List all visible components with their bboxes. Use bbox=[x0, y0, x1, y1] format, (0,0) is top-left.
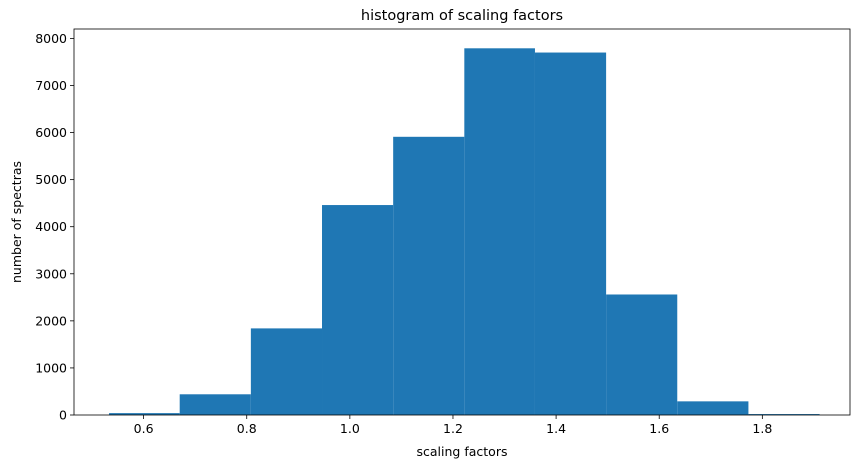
y-axis: 0 1000 2000 3000 4000 5000 6000 7000 8000 bbox=[35, 31, 74, 423]
x-axis-label: scaling factors bbox=[417, 444, 508, 459]
y-axis-label: number of spectras bbox=[9, 161, 24, 283]
histogram-bar-10 bbox=[748, 414, 820, 415]
y-tick-label: 7000 bbox=[35, 78, 67, 93]
x-axis: 0.6 0.8 1.0 1.2 1.4 1.6 1.8 bbox=[134, 415, 772, 436]
bars-group bbox=[109, 48, 820, 416]
histogram-bar-1 bbox=[109, 413, 180, 415]
histogram-bar-9 bbox=[677, 401, 749, 415]
x-tick-label: 0.6 bbox=[134, 421, 154, 436]
y-tick-label: 8000 bbox=[35, 31, 67, 46]
histogram-bar-4 bbox=[322, 205, 394, 415]
y-tick-label: 4000 bbox=[35, 219, 67, 234]
histogram-bar-3 bbox=[250, 328, 323, 415]
y-tick-label: 6000 bbox=[35, 125, 67, 140]
x-tick-label: 1.2 bbox=[443, 421, 463, 436]
y-tick-label: 2000 bbox=[35, 313, 67, 328]
histogram-bar-7 bbox=[534, 52, 607, 415]
chart-title: histogram of scaling factors bbox=[361, 8, 563, 24]
x-tick-label: 1.4 bbox=[546, 421, 566, 436]
plot-frame bbox=[73, 28, 851, 416]
x-tick-label: 0.8 bbox=[237, 421, 257, 436]
histogram-bar-2 bbox=[179, 394, 251, 415]
y-tick-label: 3000 bbox=[35, 266, 67, 281]
histogram-bar-6 bbox=[464, 48, 535, 416]
y-tick-label: 1000 bbox=[35, 360, 67, 375]
x-tick-label: 1.8 bbox=[752, 421, 772, 436]
histogram-bar-5 bbox=[393, 136, 465, 416]
y-tick-label: 0 bbox=[59, 408, 67, 423]
x-tick-label: 1.6 bbox=[649, 421, 669, 436]
y-tick-label: 5000 bbox=[35, 172, 67, 187]
x-tick-label: 1.0 bbox=[340, 421, 360, 436]
histogram-bar-8 bbox=[606, 294, 678, 415]
